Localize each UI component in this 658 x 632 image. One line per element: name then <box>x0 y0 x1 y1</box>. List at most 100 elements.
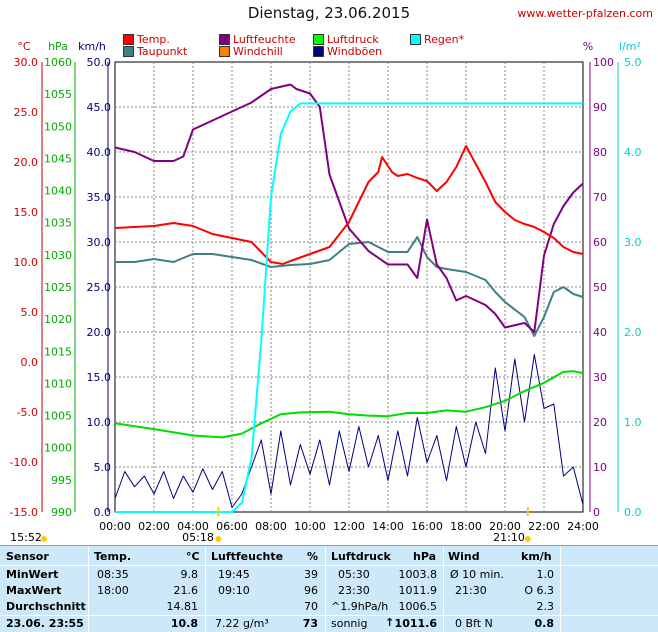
legend-swatch <box>410 34 421 45</box>
wind-tick: 0.0 <box>94 506 112 519</box>
temperature-line <box>114 145 584 265</box>
sunset-dot <box>524 536 531 542</box>
temp-value: 21.6 <box>173 584 199 597</box>
timestamp-dot <box>41 536 47 542</box>
header-pressure-unit: hPa <box>413 550 437 563</box>
rain-line <box>115 102 583 513</box>
time-tick: 16:00 <box>411 520 443 533</box>
humidity-tick: 0 <box>593 506 600 519</box>
wind-tick: 10.0 <box>87 416 112 429</box>
legend-humidity: Luftfeuchte <box>219 33 296 46</box>
temp-value: 14.81 <box>166 600 199 613</box>
dewpoint-line <box>115 236 584 337</box>
header-sensor: Sensor <box>6 550 49 563</box>
humidity-tick: 20 <box>593 416 607 429</box>
pressure-tick: 990 <box>51 506 72 519</box>
wind-value: 1.0 <box>536 568 555 581</box>
pressure-tick: 1060 <box>44 56 72 69</box>
pressure-tick: 1015 <box>44 345 72 358</box>
humidity-tick: 70 <box>593 191 607 204</box>
temp-tick: 30.0 <box>14 56 39 69</box>
humidity-tick: 100 <box>593 56 614 69</box>
pressure-trend-up-icon: ↑ <box>385 616 395 629</box>
rain-tick: 1.0 <box>624 416 642 429</box>
temp-tick: 0.0 <box>21 356 39 369</box>
humidity-tick: 10 <box>593 461 607 474</box>
time-tick: 18:00 <box>450 520 482 533</box>
time-tick: 04:00 <box>177 520 209 533</box>
time-tick: 06:00 <box>216 520 248 533</box>
wind-tick: 40.0 <box>87 146 112 159</box>
temp-tick: 15.0 <box>14 206 39 219</box>
rain-tick: 3.0 <box>624 236 642 249</box>
pressure-tick: 1055 <box>44 88 72 101</box>
time-tick: 24:00 <box>567 520 599 533</box>
time-tick: 12:00 <box>333 520 365 533</box>
time-tick: 22:00 <box>528 520 560 533</box>
wind-value: O 6.3 <box>524 584 554 597</box>
humidity-tick: 50 <box>593 281 607 294</box>
pressure-tick: 1010 <box>44 377 72 390</box>
humidity-value: 39 <box>304 568 318 581</box>
pressure-tick: 1000 <box>44 442 72 455</box>
sunrise-label: 05:18 <box>182 531 214 544</box>
statistics-panel: Sensor Temp. °C Luftfeuchte % Luftdruck … <box>0 545 658 632</box>
pressure-tick: 1025 <box>44 281 72 294</box>
legend-rain: Regen* <box>410 33 464 46</box>
humidity-time: 19:45 <box>218 568 250 581</box>
wind-tick: 5.0 <box>94 461 112 474</box>
humidity-value: 96 <box>304 584 318 597</box>
legend-swatch <box>123 34 134 45</box>
wind-tick: 50.0 <box>87 56 112 69</box>
weather-chart: °C hPa km/h% l/m² 30.0 25.0 20.0 15.0 10.0 5.0 0.0… <box>10 40 642 544</box>
pressure-tick: 1005 <box>44 410 72 423</box>
temp-tick: -15.0 <box>10 506 38 519</box>
divider <box>205 546 206 632</box>
header-wind: Wind <box>448 550 480 563</box>
humidity-value: 70 <box>304 600 318 613</box>
wind-tick: 15.0 <box>87 371 112 384</box>
temp-time: 18:00 <box>97 584 129 597</box>
legend-swatch <box>313 34 324 45</box>
divider <box>443 546 444 632</box>
time-tick: 10:00 <box>294 520 326 533</box>
sunrise-dot <box>215 536 222 542</box>
wind-value: 2.3 <box>536 600 555 613</box>
wind-tick: 45.0 <box>87 101 112 114</box>
time-tick: 08:00 <box>255 520 287 533</box>
pressure-tick: 1030 <box>44 249 72 262</box>
temp-tick: -10.0 <box>10 456 38 469</box>
legend-swatch <box>219 46 230 57</box>
pressure-tick: 1020 <box>44 313 72 326</box>
row-label: MaxWert <box>6 584 62 597</box>
time-tick: 02:00 <box>138 520 170 533</box>
wind-label: 0 Bft N <box>455 617 493 630</box>
wind-label: 21:30 <box>455 584 487 597</box>
humidity-tick: 90 <box>593 101 607 114</box>
temp-axis-unit: °C <box>17 40 31 53</box>
humidity-tick: 60 <box>593 236 607 249</box>
abs-humidity: 7.22 g/m³ <box>215 617 269 630</box>
pressure-time: 23:30 <box>338 584 370 597</box>
divider <box>0 565 658 566</box>
divider <box>560 546 561 632</box>
pressure-line <box>114 370 584 439</box>
temp-tick: -5.0 <box>17 406 38 419</box>
pressure-value: 1011.6 <box>394 617 437 630</box>
site-url[interactable]: www.wetter-pfalzen.com <box>517 7 653 20</box>
wind-label: Ø 10 min. <box>450 568 504 581</box>
time-tick: 14:00 <box>372 520 404 533</box>
wind-tick: 30.0 <box>87 236 112 249</box>
divider <box>0 615 658 616</box>
humidity-value: 73 <box>302 617 318 630</box>
row-label: Durchschnitt <box>6 600 86 613</box>
temp-time: 08:35 <box>97 568 129 581</box>
divider <box>325 546 326 632</box>
rain-tick: 4.0 <box>624 146 642 159</box>
wind-value: 0.8 <box>534 617 555 630</box>
pressure-tick: 1035 <box>44 217 72 230</box>
temp-value: 10.8 <box>170 617 198 630</box>
time-tick: 00:00 <box>99 520 131 533</box>
header-temp-unit: °C <box>186 550 200 563</box>
timestamp-label: 15:52 <box>10 531 42 544</box>
